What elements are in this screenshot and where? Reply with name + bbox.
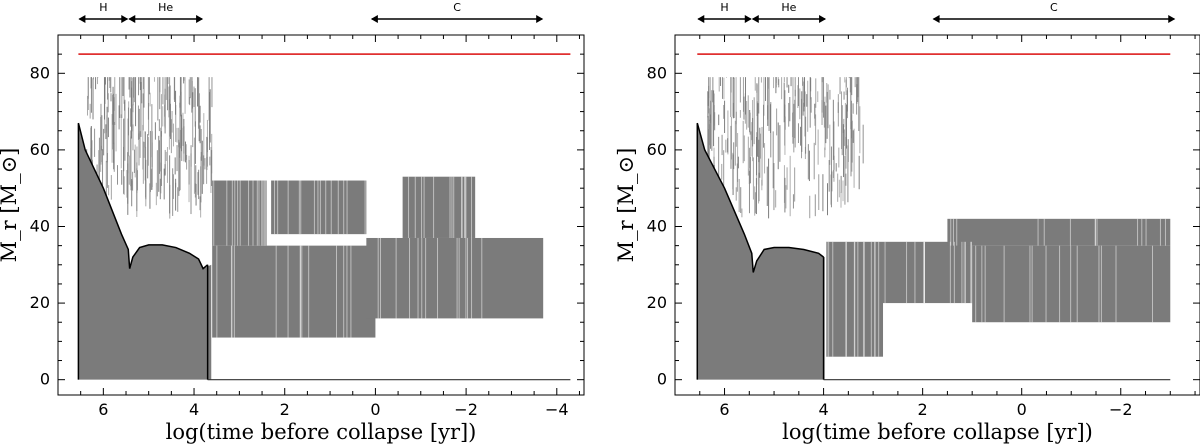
x-tick-label: 6 (719, 400, 729, 419)
phase-arrow-head-left (128, 15, 136, 23)
y-tick-label: 40 (30, 216, 50, 235)
x-tick-label: 0 (370, 400, 380, 419)
y-tick-label: 60 (30, 140, 50, 159)
convective-zone-4 (972, 245, 1171, 323)
y-tick-label: 0 (657, 370, 667, 389)
y-tick-label: 80 (647, 63, 667, 82)
y-tick-label: 80 (30, 63, 50, 82)
convective-core-zone (697, 123, 825, 380)
plot-area (77, 53, 571, 381)
y-axis: 0 20 40 60 80 (30, 34, 584, 389)
plot-frame (57, 34, 585, 396)
convective-zone-5 (366, 237, 544, 319)
zone-gaps (213, 176, 483, 338)
x-tick-label: −2 (1109, 400, 1133, 419)
y-axis-label: M_r [M_⊙] (614, 148, 638, 263)
x-tick-label: 4 (189, 400, 199, 419)
convective-scatter (707, 77, 864, 219)
plot-frame (674, 34, 1200, 396)
phase-arrows: H He C (697, 1, 1176, 23)
x-tick-label: 2 (918, 400, 928, 419)
phase-arrow-head-right (536, 15, 544, 23)
x-tick-label: −4 (545, 400, 569, 419)
phase-arrow-head-right (121, 15, 129, 23)
y-tick-label: 60 (647, 140, 667, 159)
x-axis: 6 4 2 0 −2 −4 (57, 35, 580, 419)
y-axis: 0 20 40 60 80 (647, 34, 1200, 389)
convective-zone-6 (402, 176, 476, 238)
convective-zone-5 (947, 218, 1171, 246)
zone-gaps (826, 218, 1166, 357)
phase-label-h: H (720, 1, 728, 14)
y-tick-label: 20 (30, 293, 50, 312)
phase-label-c: C (1050, 1, 1058, 14)
phase-arrow-head-right (196, 15, 204, 23)
x-tick-label: −2 (454, 400, 478, 419)
core-boundary-line (696, 122, 825, 380)
x-tick-label: 2 (280, 400, 290, 419)
core-boundary-line (77, 122, 209, 380)
convective-zone-3 (883, 241, 973, 304)
phase-arrow-head-left (932, 15, 940, 23)
convective-zone-2 (212, 245, 376, 338)
plot-area (696, 53, 1171, 381)
convective-zone-4 (271, 180, 367, 235)
phase-label-he: He (781, 1, 796, 14)
convective-zone-3 (212, 180, 267, 246)
x-tick-label: 4 (818, 400, 828, 419)
y-tick-label: 0 (40, 370, 50, 389)
phase-arrow-head-left (751, 15, 759, 23)
phase-label-h: H (99, 1, 107, 14)
phase-label-c: C (453, 1, 461, 14)
x-tick-label: 6 (98, 400, 108, 419)
y-tick-label: 20 (647, 293, 667, 312)
convective-core-zone (78, 123, 212, 380)
phase-arrow-head-left (78, 15, 86, 23)
phase-arrow-head-right (744, 15, 752, 23)
phase-arrow-head-left (370, 15, 378, 23)
phase-arrow-head-left (697, 15, 705, 23)
x-axis-label: log(time before collapse [yr]) (166, 420, 477, 444)
x-axis-label: log(time before collapse [yr]) (782, 420, 1093, 444)
y-tick-label: 40 (647, 216, 667, 235)
x-tick-label: 0 (1017, 400, 1027, 419)
phase-arrows: H He C (78, 1, 544, 23)
phase-label-he: He (158, 1, 173, 14)
phase-arrow-head-right (1168, 15, 1176, 23)
x-axis: 6 4 2 0 −2 (674, 35, 1196, 419)
y-axis-label: M_r [M_⊙] (0, 148, 21, 263)
phase-arrow-head-right (819, 15, 827, 23)
